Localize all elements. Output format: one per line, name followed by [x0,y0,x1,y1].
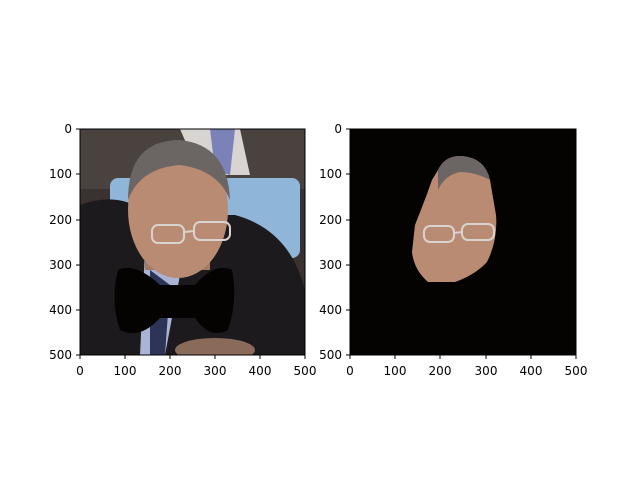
left-x-axis: 0 100 200 300 400 500 [76,355,316,378]
right-photo [350,129,576,355]
mask-shape [114,267,235,334]
left-image-panel [79,128,306,356]
right-image-panel [349,128,577,356]
left-y-tick: 0 [64,122,72,136]
right-y-axis: 0 100 200 300 400 500 [319,122,350,362]
right-x-tick: 400 [520,364,543,378]
left-x-tick: 100 [114,364,137,378]
left-x-tick: 200 [159,364,182,378]
right-axes-frame [349,128,577,356]
right-y-tick: 500 [319,348,342,362]
left-y-tick: 100 [49,167,72,181]
left-x-tick: 0 [76,364,84,378]
right-x-tick: 500 [565,364,588,378]
left-x-tick: 300 [204,364,227,378]
left-y-axis: 0 100 200 300 400 500 [49,122,80,362]
left-axes-frame [79,128,306,356]
right-x-tick: 0 [346,364,354,378]
right-y-tick: 200 [319,213,342,227]
right-y-tick: 0 [334,122,342,136]
right-y-tick: 100 [319,167,342,181]
right-y-tick: 300 [319,258,342,272]
left-y-tick: 200 [49,213,72,227]
left-y-tick: 300 [49,258,72,272]
right-y-tick: 400 [319,303,342,317]
right-x-axis: 0 100 200 300 400 500 [346,355,587,378]
left-x-tick: 500 [294,364,317,378]
left-y-tick: 400 [49,303,72,317]
left-y-tick: 500 [49,348,72,362]
left-x-tick: 400 [249,364,272,378]
right-x-tick: 300 [475,364,498,378]
right-x-tick: 100 [384,364,407,378]
left-photo [80,129,305,355]
right-x-tick: 200 [429,364,452,378]
segmented-face [412,155,497,282]
